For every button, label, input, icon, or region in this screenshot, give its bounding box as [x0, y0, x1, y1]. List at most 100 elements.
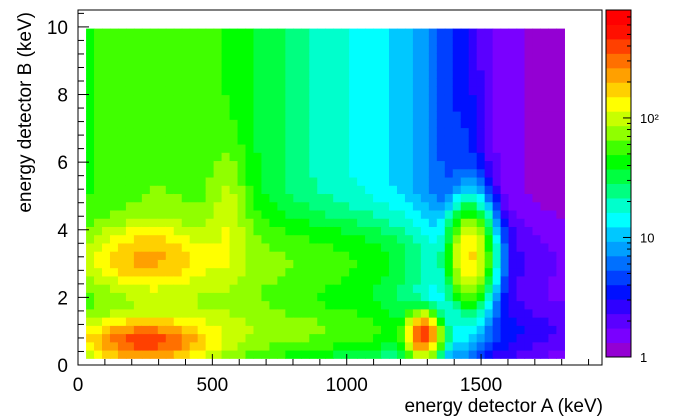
heatmap-cell — [141, 135, 151, 145]
heatmap-cell — [293, 341, 302, 351]
heatmap-cell — [149, 300, 159, 310]
heatmap-cell — [229, 209, 239, 219]
heatmap-cell — [285, 267, 294, 277]
heatmap-cell — [420, 292, 430, 302]
heatmap-cell — [420, 234, 430, 244]
heatmap-cell — [460, 275, 470, 285]
heatmap-cell — [428, 168, 438, 178]
heatmap-cell — [102, 341, 111, 351]
heatmap-cell — [389, 185, 398, 195]
heatmap-cell — [365, 226, 374, 236]
heatmap-cell — [524, 185, 534, 195]
heatmap-cell — [540, 61, 550, 71]
heatmap-cell — [181, 193, 191, 203]
heatmap-cell — [117, 102, 127, 112]
heatmap-cell — [508, 193, 518, 203]
heatmap-cell — [396, 36, 406, 46]
heatmap-cell — [109, 259, 119, 269]
heatmap-cell — [133, 28, 143, 38]
heatmap-cell — [293, 292, 302, 302]
heatmap-cell — [117, 242, 127, 252]
heatmap-cell — [373, 45, 382, 54]
heatmap-cell — [165, 292, 175, 302]
heatmap-cell — [213, 61, 223, 71]
heatmap-cell — [556, 341, 565, 351]
heatmap-cell — [269, 292, 278, 302]
heatmap-cell — [381, 168, 390, 178]
heatmap-cell — [516, 102, 526, 112]
heatmap-cell — [165, 333, 175, 343]
heatmap-cell — [149, 176, 159, 186]
heatmap-cell — [556, 333, 565, 343]
heatmap-cell — [540, 94, 550, 104]
heatmap-cell — [404, 259, 414, 269]
heatmap-cell — [261, 350, 271, 359]
heatmap-cell — [205, 350, 215, 359]
heatmap-cell — [293, 111, 302, 120]
heatmap-cell — [452, 94, 462, 104]
heatmap-cell — [125, 292, 135, 302]
heatmap-cell — [157, 78, 167, 87]
heatmap-cell — [357, 78, 366, 87]
heatmap-cell — [133, 317, 143, 326]
heatmap-cell — [444, 135, 454, 145]
heatmap-cell — [325, 152, 334, 162]
heatmap-cell — [404, 350, 414, 359]
heatmap-cell — [460, 94, 470, 104]
heatmap-cell — [325, 226, 334, 236]
heatmap-cell — [94, 53, 103, 63]
heatmap-cell — [245, 350, 255, 359]
heatmap-cell — [428, 242, 438, 252]
heatmap-cell — [373, 259, 382, 269]
heatmap-cell — [325, 209, 334, 219]
heatmap-cell — [349, 218, 358, 227]
heatmap-cell — [325, 176, 334, 186]
heatmap-cell — [181, 275, 191, 285]
heatmap-cell — [357, 275, 366, 285]
heatmap-cell — [269, 251, 278, 260]
heatmap-cell — [452, 168, 462, 178]
heatmap-cell — [165, 53, 175, 63]
heatmap-cell — [189, 152, 199, 162]
heatmap-cell — [548, 111, 558, 120]
heatmap-cell — [460, 119, 470, 129]
heatmap-cell — [149, 325, 159, 335]
heatmap-cell — [205, 209, 215, 219]
heatmap-cell — [349, 267, 358, 277]
heatmap-cell — [365, 267, 374, 277]
colorbar-segment — [606, 125, 631, 141]
heatmap-cell — [285, 292, 294, 302]
heatmap-cell — [141, 78, 151, 87]
heatmap-cell — [229, 143, 239, 153]
heatmap-cell — [205, 317, 215, 326]
heatmap-cell — [524, 259, 534, 269]
heatmap-cell — [428, 102, 438, 112]
heatmap-cell — [540, 341, 550, 351]
heatmap-cell — [117, 119, 127, 129]
heatmap-cell — [285, 201, 294, 211]
heatmap-cell — [396, 185, 406, 195]
x-axis-ticks: 0 500 1000 1500 — [73, 354, 590, 396]
heatmap-cell — [357, 284, 366, 293]
heatmap-cell — [357, 193, 366, 203]
heatmap-cell — [165, 284, 175, 293]
heatmap-cell — [444, 168, 454, 178]
heatmap-cell — [333, 53, 342, 63]
heatmap-cell — [532, 28, 542, 38]
heatmap-cell — [189, 143, 199, 153]
heatmap-cell — [396, 143, 406, 153]
heatmap-cell — [205, 36, 215, 46]
heatmap-cell — [245, 78, 255, 87]
heatmap-cell — [213, 143, 223, 153]
heatmap-cell — [325, 185, 334, 195]
heatmap-cell — [532, 152, 542, 162]
heatmap-cell — [428, 143, 438, 153]
heatmap-cell — [309, 308, 318, 318]
heatmap-cell — [420, 242, 430, 252]
heatmap-cell — [357, 292, 366, 302]
heatmap-cell — [436, 160, 446, 170]
heatmap-cell — [261, 325, 271, 335]
heatmap-cell — [373, 86, 382, 96]
heatmap-cell — [396, 94, 406, 104]
heatmap-cell — [349, 341, 358, 351]
